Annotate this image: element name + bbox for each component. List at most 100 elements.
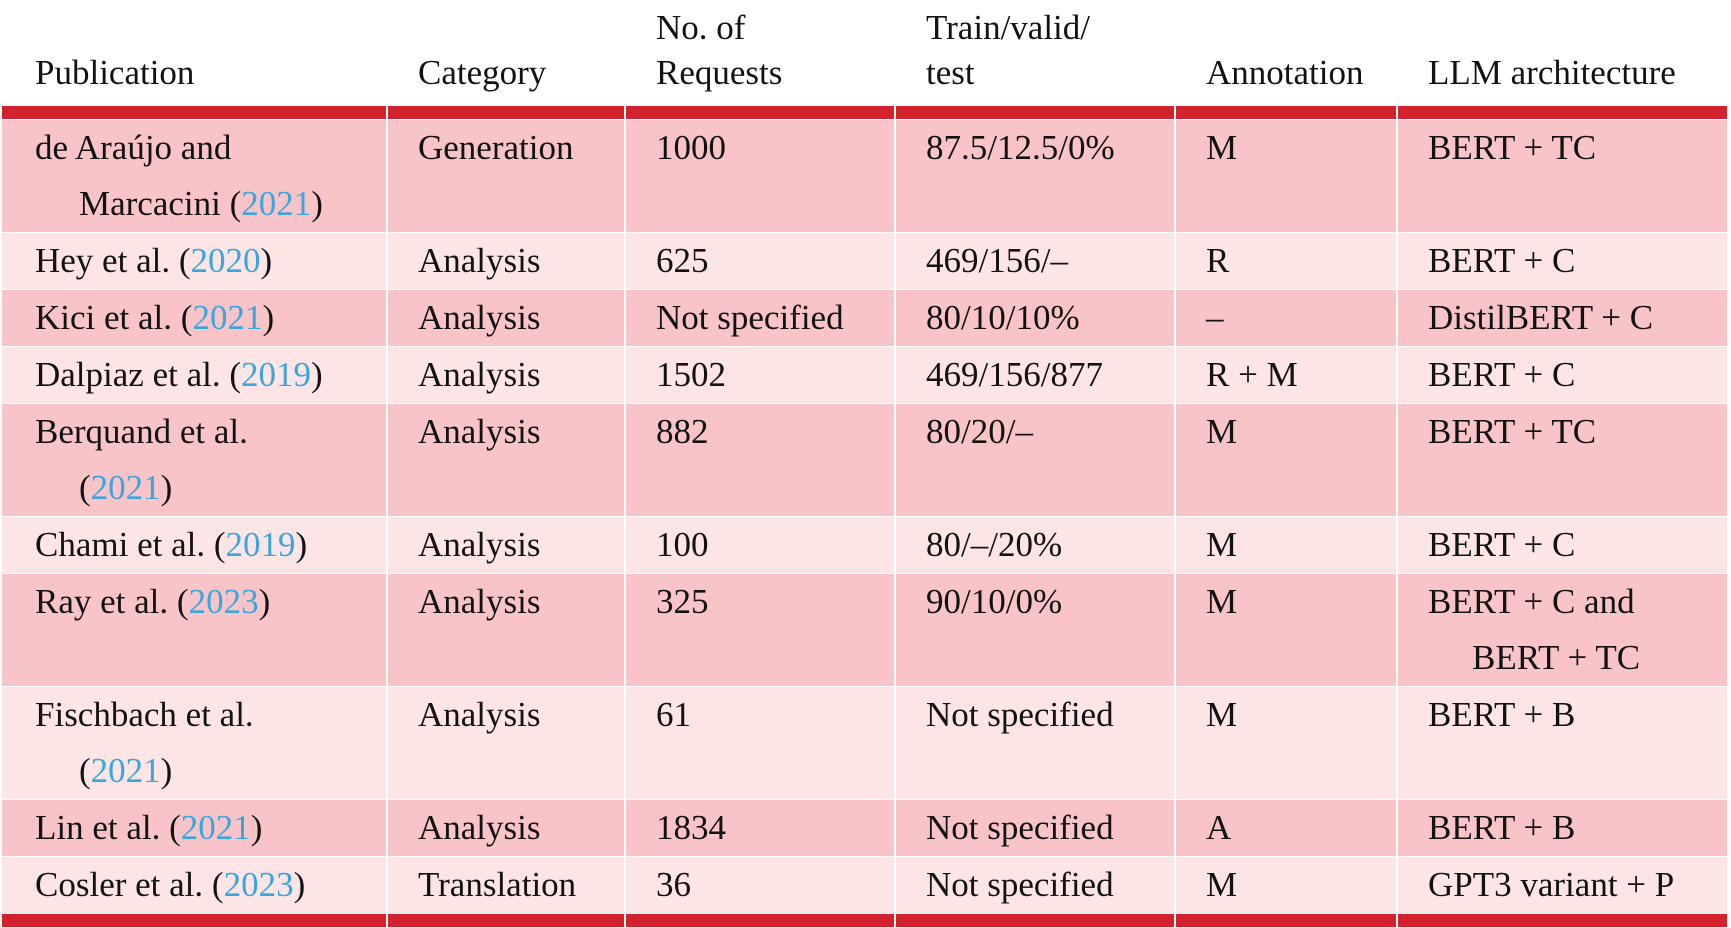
cell-split: 469/156/877 [896, 347, 1174, 403]
cell-category: Analysis [388, 687, 624, 799]
cell-annotation: R + M [1176, 347, 1396, 403]
cell-architecture: GPT3 variant + P [1398, 857, 1727, 913]
table-row: Dalpiaz et al. (2019) Analysis 1502 469/156… [2, 347, 1727, 403]
cell-annotation: M [1176, 120, 1396, 232]
cell-architecture: BERT + TC [1398, 120, 1727, 232]
citation-year-link[interactable]: 2019 [225, 525, 296, 564]
table-body: de Araújo and Marcacini (2021) Generation… [2, 120, 1727, 913]
cell-split: 80/10/10% [896, 290, 1174, 346]
cell-architecture: BERT + B [1398, 800, 1727, 856]
table-footer [2, 914, 1727, 927]
publication-text: ) [311, 355, 323, 394]
cell-category: Analysis [388, 574, 624, 686]
citation-year-link[interactable]: 2023 [188, 582, 259, 621]
column-header-split: Train/valid/ test [896, 1, 1174, 105]
citation-year-link[interactable]: 2020 [190, 241, 261, 280]
publication-text: ) [311, 184, 323, 223]
publication-text: ) [258, 582, 271, 621]
publication-text: ) [160, 751, 173, 790]
table-row: Kici et al. (2021) Analysis Not specified 8… [2, 290, 1727, 346]
cell-requests: Not specified [626, 290, 894, 346]
publication-text: ) [262, 298, 275, 337]
header-row: Publication Category No. of Requests Train/… [2, 1, 1727, 105]
citation-year-link[interactable]: 2023 [223, 865, 294, 904]
publication-text: Berquand et al. ( [35, 412, 248, 507]
cell-architecture: BERT + C [1398, 517, 1727, 573]
table-row: Chami et al. (2019) Analysis 100 80/–/20% M B… [2, 517, 1727, 573]
cell-annotation: R [1176, 233, 1396, 289]
cell-architecture: DistilBERT + C [1398, 290, 1727, 346]
publication-text: ) [250, 808, 263, 847]
cell-requests: 1000 [626, 120, 894, 232]
red-rule-segment [388, 106, 624, 119]
cell-publication: Lin et al. (2021) [2, 800, 386, 856]
column-header-requests: No. of Requests [626, 1, 894, 105]
publication-text: Dalpiaz et al. ( [35, 355, 242, 394]
cell-category: Analysis [388, 347, 624, 403]
table-row: Lin et al. (2021) Analysis 1834 Not specifi… [2, 800, 1727, 856]
cell-annotation: A [1176, 800, 1396, 856]
cell-annotation: M [1176, 574, 1396, 686]
publication-text: Hey et al. ( [35, 241, 191, 280]
cell-category: Analysis [388, 800, 624, 856]
cell-publication: de Araújo and Marcacini (2021) [2, 120, 386, 232]
cell-requests: 1502 [626, 347, 894, 403]
cell-category: Analysis [388, 290, 624, 346]
publication-text: ) [160, 468, 173, 507]
cell-split: 80/–/20% [896, 517, 1174, 573]
cell-requests: 1834 [626, 800, 894, 856]
cell-architecture: BERT + C [1398, 233, 1727, 289]
table-row: Ray et al. (2023) Analysis 325 90/10/0% M BER… [2, 574, 1727, 686]
publication-text: Chami et al. ( [35, 525, 226, 564]
table-header: Publication Category No. of Requests Train/… [2, 1, 1727, 119]
red-rule-segment [2, 914, 386, 927]
red-rule-segment [1398, 914, 1727, 927]
column-header-architecture: LLM architecture [1398, 1, 1727, 105]
citation-year-link[interactable]: 2019 [241, 355, 312, 394]
cell-publication: Fischbach et al. (2021) [2, 687, 386, 799]
red-rule-segment [896, 914, 1174, 927]
citation-year-link[interactable]: 2021 [180, 808, 251, 847]
red-rule-segment [896, 106, 1174, 119]
red-rule-segment [626, 914, 894, 927]
table-row: de Araújo and Marcacini (2021) Generation… [2, 120, 1727, 232]
publication-text: ) [293, 865, 306, 904]
cell-requests: 325 [626, 574, 894, 686]
cell-category: Analysis [388, 517, 624, 573]
cell-architecture: BERT + C [1398, 347, 1727, 403]
cell-publication: Hey et al. (2020) [2, 233, 386, 289]
citation-year-link[interactable]: 2021 [90, 751, 161, 790]
citation-year-link[interactable]: 2021 [192, 298, 263, 337]
red-rule-segment [2, 106, 386, 119]
cell-split: 80/20/– [896, 404, 1174, 516]
publication-text: de Araújo and Marcacini ( [35, 128, 242, 223]
red-rule-segment [1176, 106, 1396, 119]
cell-architecture: BERT + B [1398, 687, 1727, 799]
cell-requests: 625 [626, 233, 894, 289]
cell-split: Not specified [896, 857, 1174, 913]
cell-requests: 100 [626, 517, 894, 573]
cell-annotation: M [1176, 687, 1396, 799]
cell-category: Translation [388, 857, 624, 913]
publication-text: Cosler et al. ( [35, 865, 224, 904]
cell-requests: 882 [626, 404, 894, 516]
cell-annotation: M [1176, 404, 1396, 516]
citation-year-link[interactable]: 2021 [90, 468, 161, 507]
column-header-publication: Publication [2, 1, 386, 105]
cell-publication: Dalpiaz et al. (2019) [2, 347, 386, 403]
cell-category: Analysis [388, 233, 624, 289]
citation-year-link[interactable]: 2021 [241, 184, 312, 223]
column-header-category: Category [388, 1, 624, 105]
table-row: Fischbach et al. (2021) Analysis 61 Not spe… [2, 687, 1727, 799]
cell-annotation: M [1176, 517, 1396, 573]
publication-text: Lin et al. ( [35, 808, 181, 847]
red-rule-segment [1176, 914, 1396, 927]
cell-requests: 61 [626, 687, 894, 799]
cell-architecture: BERT + TC [1398, 404, 1727, 516]
red-rule-segment [1398, 106, 1727, 119]
cell-split: Not specified [896, 800, 1174, 856]
red-rule-segment [388, 914, 624, 927]
publication-text: Ray et al. ( [35, 582, 189, 621]
publication-text: Fischbach et al. ( [35, 695, 254, 790]
column-header-annotation: Annotation [1176, 1, 1396, 105]
